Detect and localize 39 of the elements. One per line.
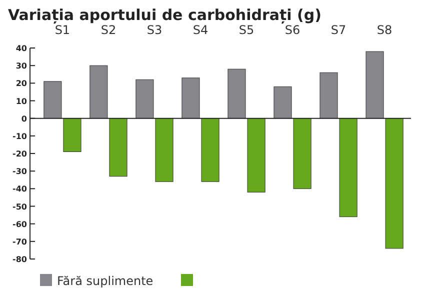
bar [320, 72, 338, 119]
bar [201, 118, 220, 182]
bar [339, 118, 358, 218]
y-tick-label: -80 [12, 255, 28, 264]
y-tick-label: -20 [12, 150, 28, 158]
y-tick-label: 40 [16, 44, 28, 53]
bar [136, 79, 154, 119]
bar [293, 118, 312, 189]
y-tick-label: -50 [12, 202, 28, 212]
x-tick-label: S6 [284, 23, 300, 37]
bar [274, 86, 292, 119]
bar [247, 118, 266, 192]
bar [155, 118, 174, 182]
y-tick-label: -70 [12, 237, 28, 246]
x-tick-label: S7 [330, 23, 346, 37]
x-tick-label: S3 [146, 23, 162, 37]
x-tick-label: S8 [376, 23, 392, 37]
x-tick-label: S4 [192, 23, 208, 37]
bar [109, 118, 128, 177]
x-tick-label: S2 [100, 23, 116, 37]
bar [90, 65, 108, 119]
bar [385, 118, 404, 249]
y-tick-label: 0 [21, 114, 28, 124]
y-tick-label: -30 [12, 167, 28, 176]
bar [366, 51, 384, 119]
y-tick-label: 30 [16, 62, 28, 71]
chart-title: Variația aportului de carbohidrați (g) [8, 6, 322, 24]
y-tick-label: 20 [16, 79, 28, 88]
bar [182, 78, 200, 119]
y-tick-label: -40 [12, 184, 28, 194]
bar [44, 81, 62, 119]
y-tick-label: -60 [12, 220, 28, 229]
y-tick-label: -10 [12, 132, 28, 141]
x-tick-label: S1 [54, 23, 70, 37]
y-tick-label: 10 [16, 96, 28, 106]
x-tick-label: S5 [238, 23, 254, 37]
bar [63, 118, 82, 152]
bar [228, 68, 246, 119]
legend-label: Fără suplimente [57, 274, 154, 288]
